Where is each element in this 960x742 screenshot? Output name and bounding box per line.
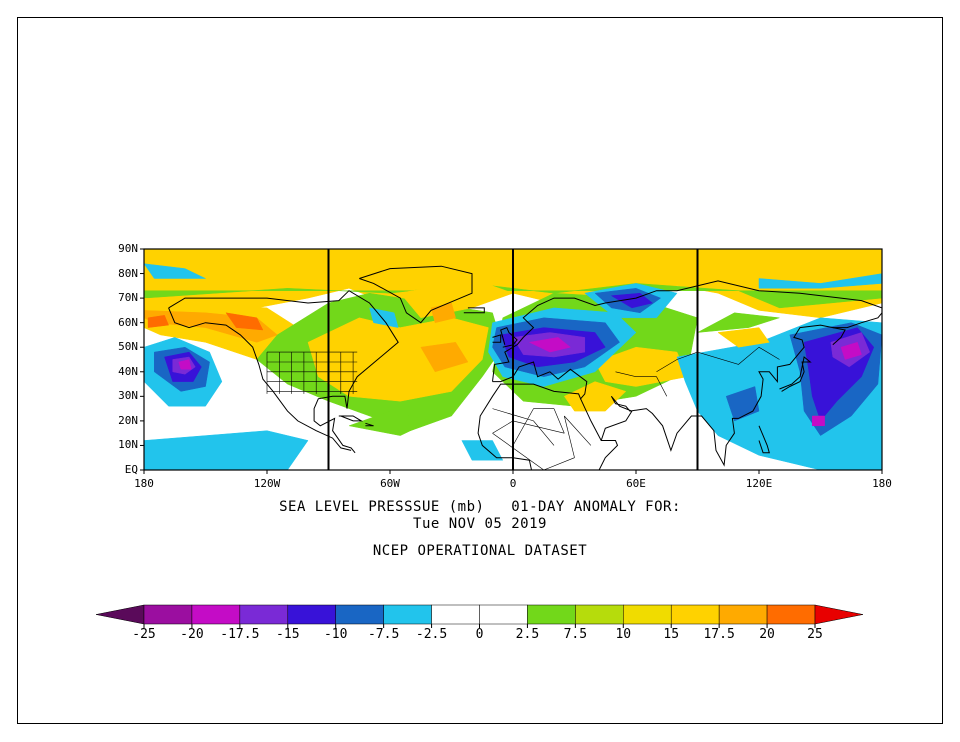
coastline bbox=[779, 356, 812, 392]
colorbar-high-arrow bbox=[814, 604, 864, 625]
political-border bbox=[553, 408, 565, 434]
colorbar-label: 2.5 bbox=[515, 627, 540, 642]
anomaly-region bbox=[225, 312, 264, 331]
colorbar-label: 15 bbox=[663, 627, 680, 642]
colorbar-low-arrow bbox=[95, 604, 145, 625]
colorbar-label: -7.5 bbox=[367, 627, 400, 642]
political-border bbox=[564, 415, 575, 458]
political-border bbox=[543, 457, 575, 470]
colorbar-label: 20 bbox=[759, 627, 775, 642]
anomaly-region bbox=[144, 430, 309, 470]
colorbar-swatch bbox=[383, 604, 432, 625]
colorbar-swatch bbox=[143, 604, 193, 625]
coastline bbox=[338, 415, 364, 422]
political-border bbox=[564, 415, 592, 446]
anomaly-region bbox=[147, 315, 169, 328]
lon-tick-label: 120E bbox=[745, 477, 773, 490]
lat-tick-label: 50N bbox=[118, 340, 138, 354]
figure-frame bbox=[17, 17, 943, 724]
colorbar-swatch bbox=[575, 604, 624, 625]
lat-tick-label: 20N bbox=[118, 413, 138, 427]
colorbar-label: -17.5 bbox=[220, 627, 260, 642]
colorbar bbox=[95, 604, 864, 628]
colorbar-label: 17.5 bbox=[703, 627, 735, 642]
lon-tick-label: 180 bbox=[134, 477, 154, 490]
coastline bbox=[718, 469, 720, 470]
lon-tick-label: 60E bbox=[626, 477, 646, 490]
colorbar-swatch bbox=[623, 604, 672, 625]
colorbar-swatch bbox=[191, 604, 241, 625]
colorbar-swatch bbox=[670, 604, 720, 625]
colorbar-label: 0 bbox=[475, 627, 484, 642]
political-border bbox=[656, 346, 780, 373]
anomaly-region bbox=[528, 337, 571, 353]
lat-tick-label: 10N bbox=[118, 438, 138, 452]
map-date: Tue NOV 05 2019 bbox=[413, 516, 547, 532]
colorbar-swatch bbox=[239, 604, 289, 625]
coastline bbox=[365, 422, 374, 427]
lat-tick-label: 70N bbox=[118, 291, 138, 305]
anomaly-region bbox=[144, 263, 206, 279]
political-border bbox=[492, 408, 555, 446]
colorbar-swatch bbox=[431, 604, 480, 625]
coastline bbox=[492, 280, 882, 382]
lon-tick-label: 120W bbox=[253, 477, 281, 490]
political-border bbox=[615, 371, 668, 397]
colorbar-swatch bbox=[766, 604, 816, 625]
colorbar-label: -15 bbox=[276, 627, 300, 642]
coastline bbox=[168, 307, 352, 451]
meridian-lines bbox=[327, 249, 699, 470]
anomaly-region bbox=[461, 440, 504, 461]
colorbar-label: -25 bbox=[132, 627, 156, 642]
colorbar-swatch bbox=[718, 604, 768, 625]
anomaly-region bbox=[420, 342, 469, 373]
lat-tick-label: 60N bbox=[118, 315, 138, 329]
lat-tick-label: 40N bbox=[118, 364, 138, 378]
colorbar-label: 10 bbox=[615, 627, 632, 642]
anomaly-region bbox=[758, 273, 882, 289]
colorbar-swatch bbox=[335, 604, 384, 625]
colorbar-swatch bbox=[479, 604, 528, 625]
political-border bbox=[492, 432, 544, 470]
anomaly-region bbox=[369, 307, 399, 328]
political-border bbox=[492, 420, 514, 434]
coastline bbox=[492, 334, 502, 343]
colorbar-label: -20 bbox=[180, 627, 204, 642]
anomaly-region bbox=[610, 292, 653, 309]
lon-tick-label: 60W bbox=[380, 477, 400, 490]
coastline bbox=[758, 425, 770, 454]
anomaly-region bbox=[399, 278, 514, 319]
lat-tick-label: 90N bbox=[118, 242, 138, 255]
lon-tick-label: 180 bbox=[872, 477, 892, 490]
colorbar-label: 25 bbox=[807, 627, 823, 642]
coastline bbox=[832, 327, 846, 346]
coastline bbox=[580, 398, 619, 470]
anomaly-region bbox=[697, 312, 780, 333]
map-title: SEA LEVEL PRESSSUE (mb) 01-DAY ANOMALY F… bbox=[279, 499, 681, 515]
lat-tick-label: EQ bbox=[124, 463, 138, 476]
anomaly-region bbox=[840, 341, 862, 360]
colorbar-swatch bbox=[527, 604, 576, 625]
colorbar-label: 7.5 bbox=[563, 627, 588, 642]
colorbar-swatch bbox=[287, 604, 336, 625]
lon-tick-label: 0 bbox=[509, 477, 517, 490]
political-border bbox=[512, 408, 534, 446]
anomaly-region bbox=[178, 359, 192, 370]
dataset-label: NCEP OPERATIONAL DATASET bbox=[372, 543, 588, 559]
coastline bbox=[477, 361, 588, 470]
coastline bbox=[463, 307, 485, 314]
lat-tick-label: 80N bbox=[118, 266, 138, 280]
colorbar-label: -10 bbox=[323, 627, 348, 642]
colorbar-label: -2.5 bbox=[415, 627, 448, 642]
anomaly-region bbox=[348, 410, 432, 436]
anomaly-region bbox=[812, 415, 825, 427]
anomaly-region bbox=[717, 327, 770, 348]
axis-ticks bbox=[140, 248, 883, 474]
coastline bbox=[359, 265, 473, 324]
coastlines bbox=[168, 265, 882, 470]
lat-tick-label: 30N bbox=[118, 389, 138, 403]
coastline bbox=[600, 312, 882, 467]
